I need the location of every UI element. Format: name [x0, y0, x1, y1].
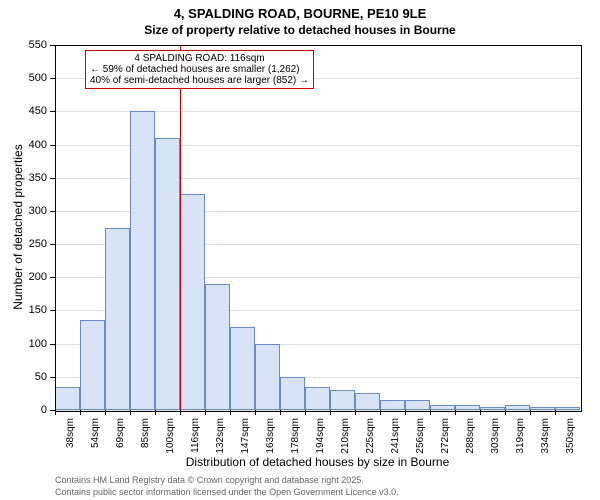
chart-title-sub: Size of property relative to detached ho…: [0, 21, 600, 37]
x-axis-label: Distribution of detached houses by size …: [55, 455, 580, 469]
ytick-label: 150: [0, 304, 47, 316]
xtick-label: 38sqm: [65, 418, 76, 448]
xtick-label: 350sqm: [565, 418, 576, 454]
y-axis-label: Number of detached properties: [11, 137, 25, 317]
histogram-plot: [55, 45, 582, 412]
ytick-label: 550: [0, 39, 47, 51]
ytick-label: 400: [0, 139, 47, 151]
ytick-label: 500: [0, 72, 47, 84]
xtick-label: 241sqm: [390, 418, 401, 454]
ytick-label: 450: [0, 105, 47, 117]
xtick-label: 163sqm: [265, 418, 276, 454]
ytick-label: 250: [0, 238, 47, 250]
xtick-label: 54sqm: [90, 418, 101, 448]
xtick-label: 319sqm: [515, 418, 526, 454]
ytick-label: 300: [0, 205, 47, 217]
footer-line2: Contains public sector information licen…: [55, 487, 399, 497]
xtick-label: 303sqm: [490, 418, 501, 454]
xtick-label: 256sqm: [415, 418, 426, 454]
chart-title-main: 4, SPALDING ROAD, BOURNE, PE10 9LE: [0, 0, 600, 21]
xtick-label: 288sqm: [465, 418, 476, 454]
ytick-label: 0: [0, 404, 47, 416]
xtick-label: 85sqm: [140, 418, 151, 448]
xtick-label: 225sqm: [365, 418, 376, 454]
xtick-label: 210sqm: [340, 418, 351, 454]
xtick-label: 334sqm: [540, 418, 551, 454]
ytick-label: 200: [0, 271, 47, 283]
xtick-label: 100sqm: [165, 418, 176, 454]
ytick-label: 50: [0, 371, 47, 383]
xtick-label: 194sqm: [315, 418, 326, 454]
xtick-label: 272sqm: [440, 418, 451, 454]
ytick-label: 350: [0, 172, 47, 184]
xtick-label: 178sqm: [290, 418, 301, 454]
footer-line1: Contains HM Land Registry data © Crown c…: [55, 475, 364, 485]
xtick-label: 116sqm: [190, 418, 201, 453]
xtick-label: 69sqm: [115, 418, 126, 448]
xtick-label: 132sqm: [215, 418, 226, 454]
ytick-label: 100: [0, 338, 47, 350]
xtick-label: 147sqm: [240, 418, 251, 454]
